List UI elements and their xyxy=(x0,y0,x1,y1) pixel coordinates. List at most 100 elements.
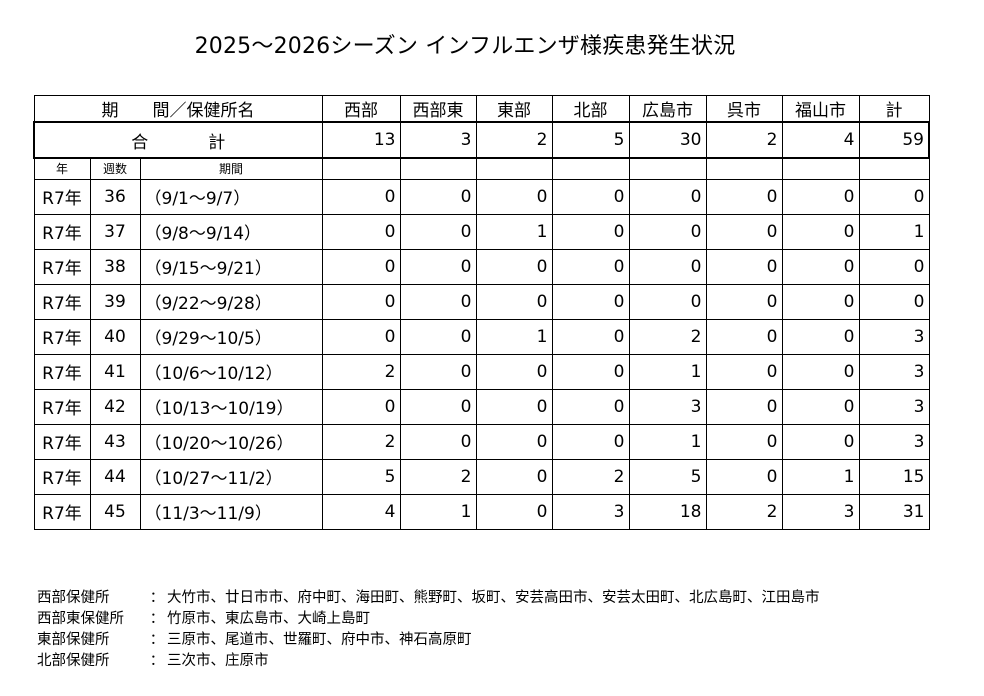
week-value: 0 xyxy=(399,423,477,460)
week-row: R7年 40 （9/29～10/5） 0 0 1 0 2 0 0 3 xyxy=(33,318,930,355)
week-value: 0 xyxy=(475,178,553,215)
week-value: 0 xyxy=(551,353,630,390)
week-row: R7年 41 （10/6～10/12） 2 0 0 0 1 0 0 3 xyxy=(33,353,930,390)
col-header-total: 計 xyxy=(858,95,930,123)
week-total-value: 31 xyxy=(858,493,930,530)
col-header-kure: 呉市 xyxy=(705,95,783,123)
week-value: 2 xyxy=(321,423,401,460)
week-value: 0 xyxy=(475,248,553,285)
week-total-value: 3 xyxy=(858,388,930,425)
week-total-value: 3 xyxy=(858,353,930,390)
week-period: （10/13～10/19） xyxy=(139,388,323,425)
week-row: R7年 39 （9/22～9/28） 0 0 0 0 0 0 0 0 xyxy=(33,283,930,320)
week-period: （10/20～10/26） xyxy=(139,423,323,460)
week-number: 37 xyxy=(89,213,141,250)
week-value: 0 xyxy=(628,248,707,285)
week-year: R7年 xyxy=(33,458,91,495)
subheader-row: 年 週数 期間 xyxy=(33,157,930,180)
note-row: 西部東保健所 ： 竹原市、東広島市、大崎上島町 xyxy=(37,609,820,630)
week-value: 0 xyxy=(705,248,783,285)
week-value: 0 xyxy=(781,283,860,320)
note-separator: ： xyxy=(149,632,165,648)
week-value: 0 xyxy=(475,423,553,460)
week-period: （9/8～9/14） xyxy=(139,213,323,250)
week-value: 2 xyxy=(551,458,630,495)
week-rows: R7年 36 （9/1～9/7） 0 0 0 0 0 0 0 0 R7年 37 （9/8～9/14） 0 0 1… xyxy=(33,178,930,530)
week-value: 3 xyxy=(551,493,630,530)
week-value: 0 xyxy=(705,458,783,495)
week-year: R7年 xyxy=(33,353,91,390)
week-value: 0 xyxy=(321,318,401,355)
total-value: 30 xyxy=(628,121,707,159)
week-value: 3 xyxy=(781,493,860,530)
week-value: 0 xyxy=(551,283,630,320)
week-number: 41 xyxy=(89,353,141,390)
week-value: 0 xyxy=(475,283,553,320)
note-areas: 三原市、尾道市、世羅町、府中市、神石高原町 xyxy=(167,632,472,648)
note-areas: 竹原市、東広島市、大崎上島町 xyxy=(167,611,370,627)
week-value: 1 xyxy=(475,318,553,355)
total-value: 4 xyxy=(781,121,860,159)
week-value: 0 xyxy=(705,213,783,250)
week-value: 0 xyxy=(628,178,707,215)
week-value: 0 xyxy=(705,178,783,215)
note-center-name: 東部保健所 xyxy=(37,632,110,648)
week-number: 42 xyxy=(89,388,141,425)
week-value: 1 xyxy=(628,353,707,390)
note-areas: 大竹市、廿日市市、府中町、海田町、熊野町、坂町、安芸高田市、安芸太田町、北広島町… xyxy=(167,590,820,606)
week-value: 0 xyxy=(399,318,477,355)
week-value: 1 xyxy=(399,493,477,530)
week-value: 5 xyxy=(321,458,401,495)
week-number: 43 xyxy=(89,423,141,460)
week-value: 0 xyxy=(399,353,477,390)
note-row: 西部保健所 ： 大竹市、廿日市市、府中町、海田町、熊野町、坂町、安芸高田市、安芸… xyxy=(37,588,820,609)
total-label-a: 合 xyxy=(131,132,149,153)
week-total-value: 15 xyxy=(858,458,930,495)
note-center-name: 西部保健所 xyxy=(37,590,110,606)
week-value: 0 xyxy=(399,388,477,425)
week-value: 0 xyxy=(705,353,783,390)
week-total-value: 0 xyxy=(858,283,930,320)
week-year: R7年 xyxy=(33,213,91,250)
week-period: （10/27～11/2） xyxy=(139,458,323,495)
week-value: 0 xyxy=(705,318,783,355)
col-header-tobu: 東部 xyxy=(475,95,553,123)
period-subheader: 期間 xyxy=(139,157,323,180)
week-year: R7年 xyxy=(33,283,91,320)
week-period: （9/15～9/21） xyxy=(139,248,323,285)
note-separator: ： xyxy=(149,590,165,606)
week-period: （11/3～11/9） xyxy=(139,493,323,530)
week-year: R7年 xyxy=(33,493,91,530)
page-title: 2025～2026シーズン インフルエンザ様疾患発生状況 xyxy=(194,34,736,59)
week-value: 1 xyxy=(628,423,707,460)
col-header-seibu: 西部 xyxy=(321,95,401,123)
total-value: 13 xyxy=(321,121,401,159)
week-value: 0 xyxy=(551,213,630,250)
week-year: R7年 xyxy=(33,423,91,460)
week-value: 0 xyxy=(705,423,783,460)
col-header-fukuyama: 福山市 xyxy=(781,95,860,123)
week-value: 0 xyxy=(399,248,477,285)
week-value: 0 xyxy=(321,178,401,215)
week-value: 2 xyxy=(705,493,783,530)
week-value: 3 xyxy=(628,388,707,425)
week-period: （9/29～10/5） xyxy=(139,318,323,355)
week-row: R7年 43 （10/20～10/26） 2 0 0 0 1 0 0 3 xyxy=(33,423,930,460)
week-year: R7年 xyxy=(33,388,91,425)
week-value: 5 xyxy=(628,458,707,495)
note-separator: ： xyxy=(149,653,165,669)
week-value: 0 xyxy=(551,388,630,425)
note-areas: 三次市、庄原市 xyxy=(167,653,269,669)
week-total-value: 3 xyxy=(858,318,930,355)
col-header-hokubu: 北部 xyxy=(551,95,630,123)
week-value: 0 xyxy=(321,248,401,285)
week-row: R7年 42 （10/13～10/19） 0 0 0 0 3 0 0 3 xyxy=(33,388,930,425)
week-value: 0 xyxy=(399,213,477,250)
week-row: R7年 38 （9/15～9/21） 0 0 0 0 0 0 0 0 xyxy=(33,248,930,285)
col-header-hiroshima: 広島市 xyxy=(628,95,707,123)
total-value: 3 xyxy=(399,121,477,159)
week-value: 0 xyxy=(628,283,707,320)
week-value: 0 xyxy=(705,388,783,425)
week-total-value: 3 xyxy=(858,423,930,460)
week-period: （9/1～9/7） xyxy=(139,178,323,215)
